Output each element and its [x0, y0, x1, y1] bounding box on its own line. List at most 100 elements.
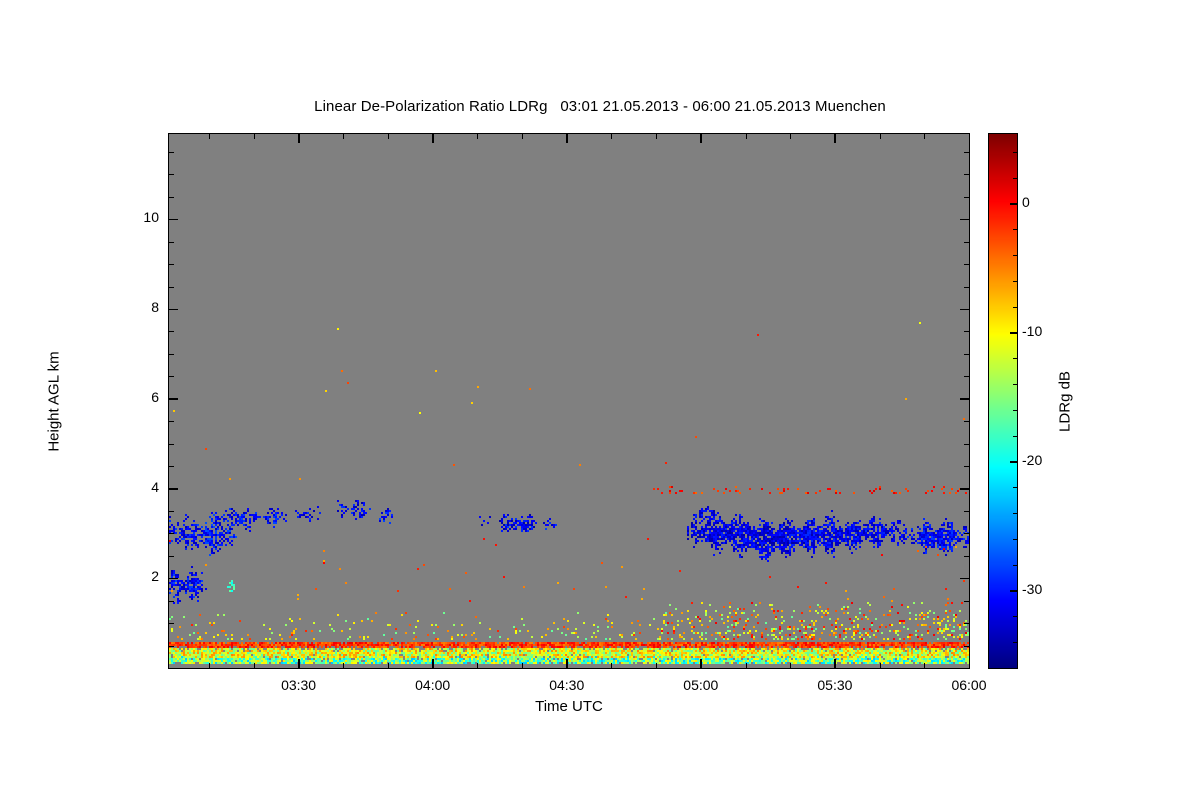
x-axis-tick-label: 06:00: [951, 677, 987, 693]
axis-tick-mark: [879, 134, 881, 139]
y-axis-tick-label: 8: [151, 299, 159, 315]
axis-tick-mark: [169, 533, 174, 535]
axis-tick-mark: [879, 663, 881, 668]
axis-tick-mark: [209, 663, 211, 668]
axis-tick-mark: [964, 466, 969, 468]
axis-tick-mark: [964, 286, 969, 288]
axis-tick-mark: [1013, 642, 1017, 644]
axis-tick-mark: [1013, 435, 1017, 437]
axis-tick-mark: [253, 134, 255, 139]
axis-tick-mark: [745, 663, 747, 668]
axis-tick-mark: [745, 134, 747, 139]
axis-tick-mark: [169, 398, 178, 400]
axis-tick-mark: [169, 286, 174, 288]
x-axis-tick-label: 04:00: [415, 677, 451, 693]
axis-tick-mark: [1010, 590, 1017, 592]
y-axis-tick-label: 6: [151, 388, 159, 405]
heatmap-canvas: [169, 134, 969, 668]
axis-tick-mark: [477, 663, 479, 668]
axis-tick-mark: [960, 218, 969, 221]
axis-tick-mark: [960, 577, 969, 580]
axis-tick-mark: [1013, 229, 1017, 231]
x-axis-tick-label: 05:00: [683, 677, 719, 693]
colorbar-tick-label: -30: [1022, 580, 1043, 597]
axis-tick-mark: [387, 663, 389, 668]
axis-tick-mark: [964, 555, 969, 557]
axis-tick-mark: [253, 663, 255, 668]
axis-tick-mark: [964, 421, 969, 423]
axis-tick-mark: [522, 663, 524, 668]
axis-tick-mark: [611, 134, 613, 139]
axis-tick-mark: [960, 308, 969, 310]
axis-tick-mark: [209, 134, 211, 139]
axis-tick-mark: [169, 264, 174, 266]
axis-tick-mark: [169, 218, 178, 221]
axis-tick-mark: [964, 196, 969, 198]
axis-tick-mark: [343, 663, 345, 668]
axis-tick-mark: [1013, 358, 1017, 360]
axis-tick-mark: [964, 533, 969, 535]
axis-tick-mark: [1013, 616, 1017, 618]
colorbar-tick-label: -20: [1022, 451, 1043, 468]
axis-tick-mark: [924, 663, 926, 668]
axis-tick-mark: [387, 134, 389, 139]
axis-tick-mark: [960, 488, 969, 490]
axis-tick-mark: [1013, 306, 1017, 308]
axis-tick-mark: [700, 134, 702, 143]
axis-tick-mark: [432, 134, 434, 143]
axis-tick-mark: [169, 331, 174, 333]
y-axis-title: Height AGL km: [45, 351, 63, 452]
axis-tick-mark: [656, 663, 658, 668]
axis-tick-mark: [964, 264, 969, 266]
axis-tick-mark: [169, 308, 178, 310]
axis-tick-mark: [1013, 410, 1017, 412]
axis-tick-mark: [1013, 255, 1017, 257]
axis-tick-mark: [1013, 177, 1017, 179]
axis-tick-mark: [1013, 564, 1017, 566]
axis-tick-mark: [790, 134, 792, 139]
heatmap-plot-area: [169, 134, 969, 668]
axis-tick-mark: [169, 421, 174, 423]
axis-tick-mark: [1013, 281, 1017, 283]
colorbar: [989, 134, 1017, 668]
axis-tick-mark: [964, 510, 969, 512]
axis-tick-mark: [1010, 332, 1017, 334]
axis-tick-mark: [1010, 461, 1017, 463]
colorbar-tick-label: -10: [1022, 322, 1043, 339]
axis-tick-mark: [790, 663, 792, 668]
axis-tick-mark: [964, 600, 969, 602]
axis-tick-mark: [169, 510, 174, 512]
axis-tick-mark: [964, 623, 969, 625]
axis-tick-mark: [834, 134, 836, 143]
axis-tick-mark: [1013, 513, 1017, 515]
axis-tick-mark: [432, 659, 434, 668]
axis-tick-mark: [169, 376, 174, 378]
colorbar-tick-label: 0: [1022, 193, 1030, 210]
colorbar-title: LDRg dB: [1056, 371, 1074, 432]
axis-tick-mark: [298, 659, 300, 668]
axis-tick-mark: [964, 241, 969, 243]
axis-tick-mark: [700, 659, 702, 668]
axis-tick-mark: [169, 466, 174, 468]
axis-tick-mark: [169, 443, 174, 445]
axis-tick-mark: [169, 241, 174, 243]
axis-tick-mark: [169, 577, 178, 580]
x-axis-tick-label: 03:30: [281, 677, 317, 693]
axis-tick-mark: [169, 668, 174, 669]
axis-tick-mark: [1010, 203, 1017, 205]
axis-tick-mark: [1013, 487, 1017, 489]
axis-tick-mark: [169, 353, 174, 355]
axis-tick-mark: [964, 645, 969, 647]
axis-tick-mark: [1013, 384, 1017, 386]
axis-tick-mark: [169, 196, 174, 198]
axis-tick-mark: [169, 623, 174, 625]
axis-tick-mark: [1013, 539, 1017, 540]
axis-tick-mark: [834, 659, 836, 668]
axis-tick-mark: [1013, 152, 1017, 154]
y-axis-tick-label: 2: [151, 568, 159, 585]
axis-tick-mark: [566, 134, 568, 143]
axis-tick-mark: [477, 134, 479, 139]
axis-tick-mark: [566, 659, 568, 668]
axis-tick-mark: [964, 151, 969, 153]
axis-tick-mark: [169, 174, 174, 176]
